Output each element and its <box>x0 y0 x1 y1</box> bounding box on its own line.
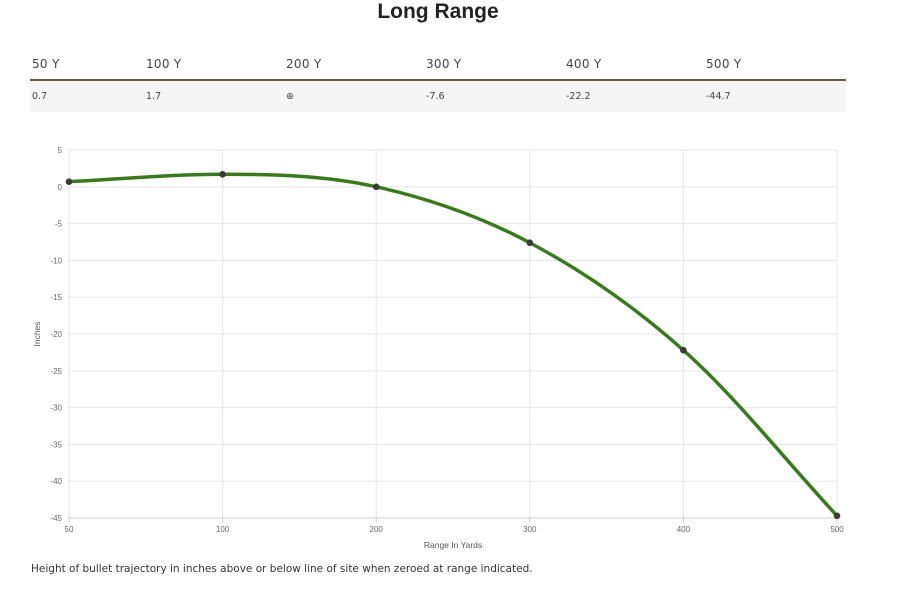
y-axis-ticks: 5 0 -5 -10 -15 -20 -25 -30 -35 -40 -45 <box>50 146 62 523</box>
y-axis-label: Inches <box>32 321 42 346</box>
chart-grid <box>68 149 838 519</box>
y-tick-label: 0 <box>58 183 63 192</box>
x-tick-label: 50 <box>65 525 74 534</box>
data-point <box>680 346 687 354</box>
data-point <box>65 178 73 185</box>
trajectory-chart: 50-5-10-15-20-25-30-35-40-45 50 100 200 300… <box>32 146 844 550</box>
y-tick-label: -20 <box>50 330 62 339</box>
table-cell-500: -44.7 <box>706 91 731 102</box>
table-header-row: 50 Y 100 Y 200 Y 300 Y 400 Y 500 Y <box>30 52 846 81</box>
y-tick-label: -40 <box>50 477 62 486</box>
x-tick-label: 400 <box>677 525 691 534</box>
x-tick-label: 300 <box>523 525 537 534</box>
table-cell-300: -7.6 <box>426 91 445 102</box>
page-title: Long Range <box>377 0 499 23</box>
data-point <box>526 239 534 247</box>
x-tick-label: 100 <box>216 525 230 534</box>
table-cell-200-zero-icon: ⊕ <box>286 91 294 102</box>
table-header-200: 200 Y <box>286 57 322 71</box>
y-tick-label: -35 <box>50 440 62 449</box>
table-header-400: 400 Y <box>566 57 602 71</box>
y-tick-label: -15 <box>50 293 62 302</box>
data-point <box>219 170 226 178</box>
data-point <box>372 183 380 191</box>
x-tick-label: 200 <box>370 525 384 534</box>
y-tick-label: -10 <box>50 256 62 265</box>
y-tick-label: 5 <box>58 146 63 155</box>
table-header-50: 50 Y <box>32 57 60 71</box>
y-tick-label: -30 <box>50 404 62 413</box>
x-axis-label: Range In Yards <box>424 540 482 550</box>
table-header-500: 500 Y <box>706 57 742 71</box>
trajectory-table: 50 Y 100 Y 200 Y 300 Y 400 Y 500 Y 0.7 1… <box>30 52 846 112</box>
chart-caption: Height of bullet trajectory in inches ab… <box>31 563 533 575</box>
trajectory-line <box>67 172 839 518</box>
y-tick-label: -45 <box>50 514 62 523</box>
table-cell-400: -22.2 <box>566 91 591 102</box>
y-tick-label: -5 <box>55 220 63 229</box>
table-header-100: 100 Y <box>146 57 182 71</box>
table-header-300: 300 Y <box>426 57 462 71</box>
y-tick-label: -25 <box>50 367 62 376</box>
x-axis-ticks: 50 100 200 300 400 500 <box>65 517 844 534</box>
data-points <box>65 170 841 520</box>
x-tick-label: 500 <box>830 525 844 534</box>
table-row: 0.7 1.7 ⊕ -7.6 -22.2 -44.7 <box>30 81 846 112</box>
data-point <box>833 512 841 520</box>
table-cell-50: 0.7 <box>32 91 48 102</box>
table-cell-100: 1.7 <box>146 91 162 102</box>
